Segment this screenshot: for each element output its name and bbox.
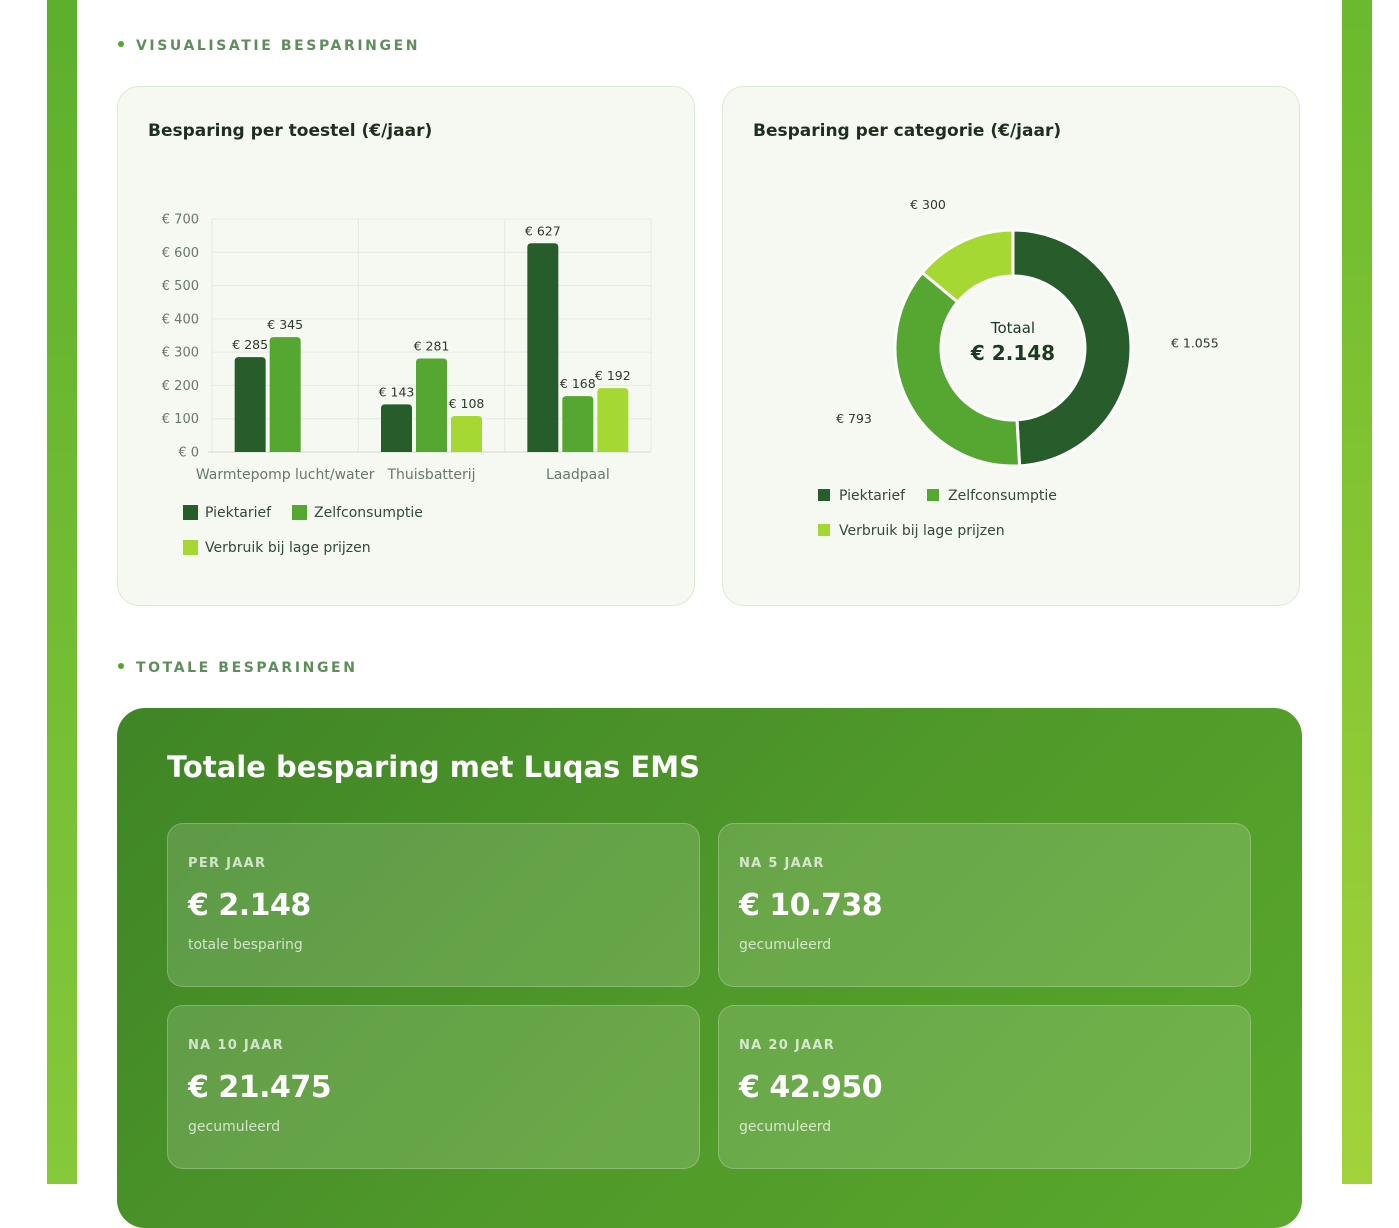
tile-label: NA 20 JAAR [739,1038,836,1053]
tile-sub: gecumuleerd [188,1119,281,1135]
tile-per-jaar: PER JAAR € 2.148 totale besparing [167,823,700,987]
legend-item-zelfconsumptie[interactable]: Zelfconsumptie [927,488,1057,504]
donut-chart-card: Besparing per categorie (€/jaar) € 1.055… [722,86,1300,606]
legend-swatch-piektarief [183,504,198,520]
tile-label: NA 5 JAAR [739,856,825,871]
x-tick-label: Laadpaal [546,467,610,483]
total-savings-title: Totale besparing met Luqas EMS [167,750,700,784]
donut-slice-zelfconsumptie [893,271,1022,468]
legend-swatch-zelfconsumptie [927,489,939,501]
tile-sub: gecumuleerd [739,1119,832,1135]
tile-na-10-jaar: NA 10 JAAR € 21.475 gecumuleerd [167,1005,700,1169]
bar-data-label: € 192 [595,368,631,383]
x-tick-label: Warmtepomp lucht/water [196,467,375,483]
tile-value: € 10.738 [739,888,883,923]
bar-verbruik-bij-lage-prijzen [451,416,482,452]
bar-data-label: € 345 [267,317,303,332]
donut-data-label: € 1.055 [1171,336,1219,351]
bar-piektarief [234,357,266,452]
y-tick-label: € 500 [162,279,199,294]
tile-label: NA 10 JAAR [188,1038,285,1053]
x-tick-label: Thuisbatterij [386,467,475,483]
legend-item-verbruik[interactable]: Verbruik bij lage prijzen [818,523,1005,539]
y-tick-label: € 400 [162,312,199,327]
bar-chart-title: Besparing per toestel (€/jaar) [148,121,433,141]
tile-value: € 21.475 [188,1070,332,1105]
tile-sub: gecumuleerd [739,937,832,953]
y-tick-label: € 100 [162,412,199,427]
legend-swatch-zelfconsumptie [292,504,307,520]
section-label-visualisatie: VISUALISATIE BESPARINGEN [118,38,420,54]
bar-piektarief [527,243,559,452]
bar-chart-card: Besparing per toestel (€/jaar) € 0 € 100 €… [117,86,695,606]
donut-center-label: Totaal [990,319,1035,337]
bar-zelfconsumptie [269,337,301,452]
section-dot-icon [118,663,124,669]
bar-data-label: € 108 [449,396,485,411]
tile-value: € 2.148 [188,888,311,923]
tile-value: € 42.950 [739,1070,883,1105]
tile-label: PER JAAR [188,856,267,871]
legend-item-verbruik[interactable]: Verbruik bij lage prijzen [183,539,371,556]
bar-verbruik-bij-lage-prijzen [597,388,629,452]
legend-item-piektarief[interactable]: Piektarief [183,504,271,521]
legend-swatch-verbruik [183,539,198,555]
y-tick-label: € 300 [162,346,199,361]
legend-item-zelfconsumptie[interactable]: Zelfconsumptie [292,504,423,521]
bar-data-label: € 281 [414,338,450,353]
section-label-totale: TOTALE BESPARINGEN [118,660,358,676]
total-savings-panel: Totale besparing met Luqas EMS PER JAAR … [117,708,1302,1228]
legend-swatch-piektarief [818,489,830,501]
donut-slice-verbruik-bij-lage-prijzen [920,228,1015,304]
donut-center-value: € 2.148 [970,341,1055,365]
bar-data-label: € 143 [379,384,415,399]
y-tick-label: € 0 [178,446,199,461]
bar-piektarief [381,404,412,452]
tile-na-20-jaar: NA 20 JAAR € 42.950 gecumuleerd [718,1005,1251,1169]
legend-item-piektarief[interactable]: Piektarief [818,488,905,504]
right-accent-bar [1342,0,1372,1184]
donut-slice-piektarief [1011,228,1133,468]
bar-zelfconsumptie [562,396,594,452]
y-tick-label: € 600 [162,246,199,261]
bar-zelfconsumptie [416,358,447,452]
donut-data-label: € 300 [910,197,946,212]
donut-chart-title: Besparing per categorie (€/jaar) [753,121,1062,141]
tile-na-5-jaar: NA 5 JAAR € 10.738 gecumuleerd [718,823,1251,987]
y-tick-label: € 700 [162,213,199,228]
section-dot-icon [118,41,124,47]
bar-data-label: € 168 [560,376,596,391]
bar-data-label: € 285 [232,337,268,352]
donut-data-label: € 793 [836,411,872,426]
bar-data-label: € 627 [525,223,561,238]
donut-chart: € 1.055 € 793 € 300 Totaal € 2.148 [836,197,1219,468]
left-accent-bar [47,0,77,1184]
legend-swatch-verbruik [818,524,830,536]
y-tick-label: € 200 [162,379,199,394]
bar-chart: € 0 € 100 € 200 € 300 € 400 € 500 € 600 € 700 € … [162,213,652,483]
tile-sub: totale besparing [188,937,303,953]
